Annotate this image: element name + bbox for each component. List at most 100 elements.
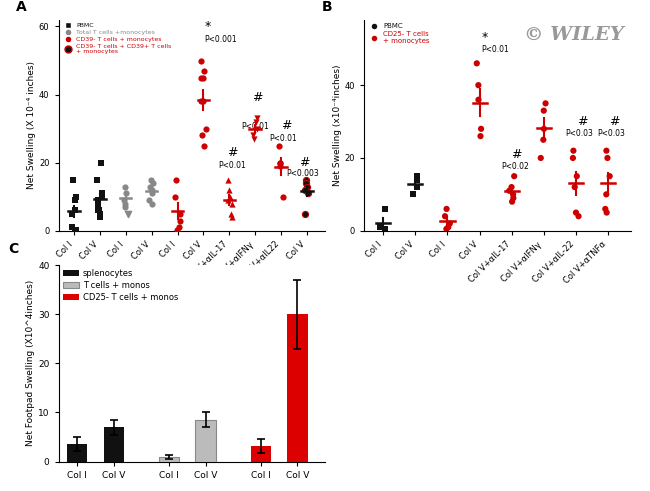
Text: #: # xyxy=(299,156,309,169)
Point xyxy=(567,154,578,162)
Point xyxy=(507,198,517,206)
Point xyxy=(412,183,423,191)
Point xyxy=(146,186,157,194)
Point xyxy=(96,159,106,166)
Point xyxy=(224,186,235,194)
Point xyxy=(196,56,207,64)
Point xyxy=(302,183,312,191)
Text: #: # xyxy=(227,146,237,159)
Text: C: C xyxy=(8,243,18,256)
Point xyxy=(411,172,422,180)
Point xyxy=(538,136,549,144)
Point xyxy=(70,226,80,234)
Point xyxy=(445,219,455,227)
Point xyxy=(120,203,130,211)
Text: A: A xyxy=(16,0,27,14)
Point xyxy=(67,210,77,218)
Text: *: * xyxy=(205,20,211,33)
Point xyxy=(301,176,311,184)
Point xyxy=(67,210,77,218)
Point xyxy=(603,154,613,162)
Text: *: * xyxy=(481,31,488,45)
Point xyxy=(123,210,133,218)
Text: #: # xyxy=(577,115,588,128)
Point xyxy=(539,125,549,133)
Point xyxy=(95,210,105,218)
Text: P<0.03: P<0.03 xyxy=(597,129,625,138)
Legend: splenocytes, T cells + monos, CD25- T cells + monos: splenocytes, T cells + monos, CD25- T ce… xyxy=(62,269,178,302)
Point xyxy=(508,194,519,202)
Point xyxy=(536,154,546,162)
Point xyxy=(472,59,482,67)
Point xyxy=(601,191,612,198)
Point xyxy=(443,223,454,231)
Point xyxy=(275,162,285,170)
Point xyxy=(473,96,484,104)
Text: P<0.01: P<0.01 xyxy=(241,122,269,131)
Point xyxy=(196,74,207,82)
Point xyxy=(226,210,236,218)
Point xyxy=(248,135,259,143)
Point xyxy=(199,67,209,75)
Point xyxy=(475,132,486,140)
Text: #: # xyxy=(252,91,263,105)
Y-axis label: Net Footpad Swelling (X10^4inches): Net Footpad Swelling (X10^4inches) xyxy=(26,280,35,446)
Bar xyxy=(103,427,124,462)
Text: P<0.001: P<0.001 xyxy=(205,35,237,44)
Point xyxy=(278,193,288,201)
Point xyxy=(506,183,517,191)
Bar xyxy=(67,444,87,462)
Point xyxy=(70,196,81,204)
Point xyxy=(476,125,486,133)
Text: P<0.02: P<0.02 xyxy=(501,162,529,171)
Text: P<0.01: P<0.01 xyxy=(218,161,246,170)
Point xyxy=(144,196,155,204)
Y-axis label: Net Swelling (X 10⁻⁴ inches): Net Swelling (X 10⁻⁴ inches) xyxy=(27,61,36,189)
Point xyxy=(250,118,261,126)
Point xyxy=(93,206,103,214)
Point xyxy=(411,176,422,184)
Point xyxy=(375,223,385,231)
Text: P<0.003: P<0.003 xyxy=(287,169,319,178)
Point xyxy=(252,114,263,122)
Point xyxy=(97,190,107,197)
Point xyxy=(508,191,518,198)
Point xyxy=(68,176,79,184)
Point xyxy=(175,210,185,218)
Point xyxy=(275,159,285,166)
Point xyxy=(199,142,209,150)
Y-axis label: Net Swelling (x10⁻⁴inches): Net Swelling (x10⁻⁴inches) xyxy=(333,64,342,186)
Point xyxy=(601,147,612,155)
Legend: PBMC, CD25- T cells
+ monocytes: PBMC, CD25- T cells + monocytes xyxy=(367,23,430,44)
Point xyxy=(198,74,208,82)
Text: P<0.01: P<0.01 xyxy=(481,45,509,55)
Text: P<0.03: P<0.03 xyxy=(566,129,593,138)
Point xyxy=(174,223,185,231)
Point xyxy=(600,205,610,213)
Text: B: B xyxy=(321,0,332,14)
Point xyxy=(196,97,206,105)
Point xyxy=(601,209,612,217)
Point xyxy=(66,223,77,231)
Point xyxy=(120,183,130,191)
Point xyxy=(92,176,103,184)
Point xyxy=(571,209,581,217)
Point xyxy=(170,193,181,201)
Point xyxy=(120,200,130,208)
Point xyxy=(197,132,207,139)
Point xyxy=(441,225,452,233)
Point xyxy=(300,210,310,218)
Point xyxy=(248,132,258,139)
Text: P<0.01: P<0.01 xyxy=(270,134,298,142)
Point xyxy=(147,190,157,197)
Point xyxy=(175,217,185,224)
Text: #: # xyxy=(281,119,291,132)
Point xyxy=(275,159,285,166)
Text: © WILEY: © WILEY xyxy=(524,26,623,44)
Point xyxy=(93,196,103,204)
Point xyxy=(94,206,104,214)
Point xyxy=(252,125,263,133)
Point xyxy=(604,172,615,180)
Point xyxy=(146,176,157,184)
Point xyxy=(380,225,391,233)
